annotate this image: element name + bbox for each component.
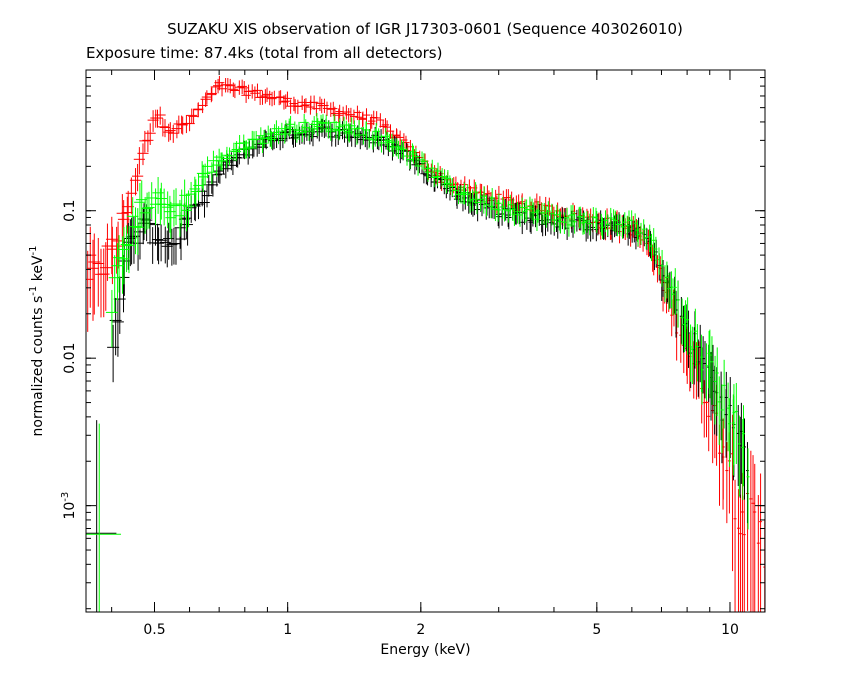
- plot-frame: [85, 69, 766, 613]
- x-tick-label: 1: [283, 622, 292, 638]
- x-tick-label: 0.5: [143, 622, 165, 638]
- y-axis-label-exp2: -1: [28, 246, 39, 256]
- chart-title: SUZAKU XIS observation of IGR J17303-060…: [167, 20, 683, 38]
- data-layer: [86, 75, 766, 612]
- x-tick-label: 5: [592, 622, 601, 638]
- series-0: [86, 75, 766, 612]
- series-2: [105, 113, 750, 530]
- x-axis-label: Energy (keV): [380, 642, 470, 658]
- y-tick-label: 10-3: [60, 492, 78, 520]
- y-axis-label-exp1: -1: [28, 286, 39, 296]
- y-tick-label: 0.01: [62, 343, 78, 374]
- y-axis-label-mid: keV: [30, 255, 46, 286]
- y-axis-label: normalized counts s-1 keV-1: [28, 246, 46, 437]
- chart-subtitle: Exposure time: 87.4ks (total from all de…: [86, 44, 443, 62]
- x-tick-label: 2: [416, 622, 425, 638]
- axis-ticks: 0.5 1 2 5 10 0.1 0.01 10-3: [60, 70, 765, 638]
- y-tick-label: 0.1: [62, 200, 78, 222]
- y-axis-label-text: normalized counts s: [30, 296, 46, 437]
- x-tick-label: 10: [721, 622, 739, 638]
